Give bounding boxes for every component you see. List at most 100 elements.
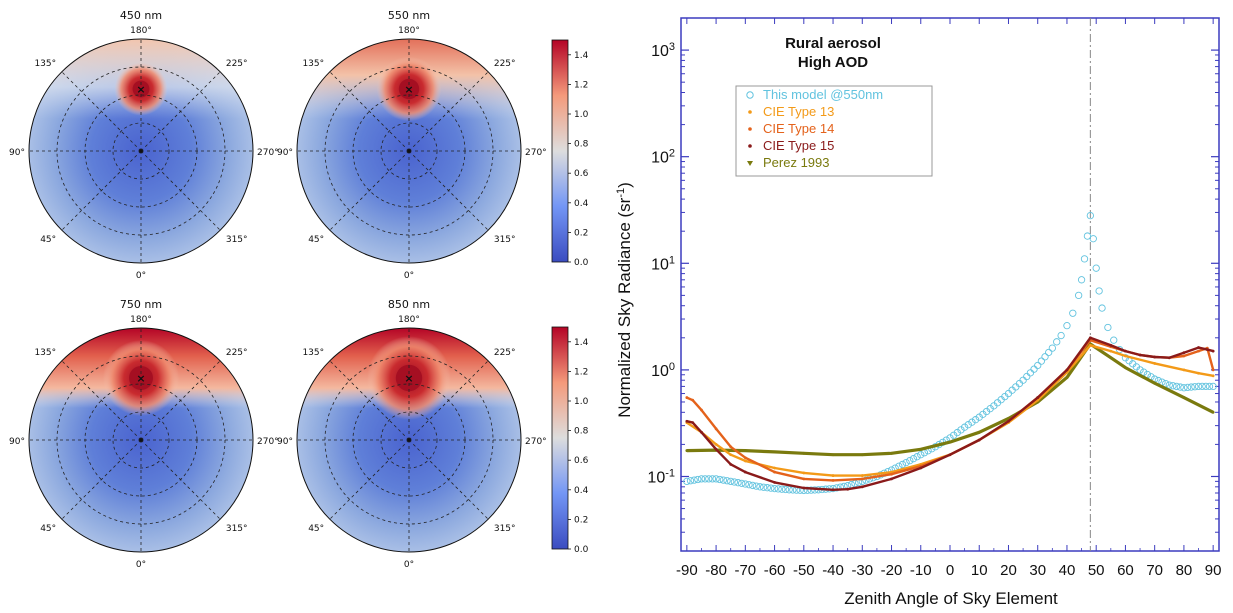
data-point bbox=[1165, 381, 1173, 389]
x-tick-label: 30 bbox=[1029, 562, 1046, 579]
data-point bbox=[727, 477, 735, 486]
polar-grid-spoke bbox=[408, 439, 489, 520]
data-point bbox=[1089, 235, 1097, 243]
legend-marker bbox=[748, 144, 752, 148]
data-point bbox=[743, 459, 747, 463]
legend-marker bbox=[748, 110, 752, 114]
data-point bbox=[860, 453, 864, 457]
data-point bbox=[685, 449, 689, 452]
colorbar-gradient bbox=[551, 39, 569, 263]
data-point bbox=[1205, 382, 1214, 391]
x-tick-label: -60 bbox=[764, 562, 786, 579]
data-point bbox=[977, 438, 981, 442]
colorbar-tick-label: 1.0 bbox=[574, 397, 589, 407]
y-axis-label-superscript: -1 bbox=[615, 188, 627, 198]
data-point bbox=[752, 482, 760, 490]
polar-angle-label: 90° bbox=[9, 437, 25, 447]
data-point bbox=[1182, 396, 1186, 399]
y-tick-label: 10-1 bbox=[647, 467, 675, 486]
legend-marker bbox=[746, 91, 754, 99]
data-point bbox=[1182, 351, 1186, 355]
data-point bbox=[741, 480, 749, 488]
polar-grid-spoke bbox=[408, 71, 489, 152]
data-point bbox=[1041, 353, 1049, 361]
polar-grid-spoke bbox=[61, 71, 142, 152]
data-point bbox=[1124, 349, 1127, 353]
data-point bbox=[802, 486, 806, 490]
x-axis-label: Zenith Angle of Sky Element bbox=[844, 589, 1058, 608]
data-point bbox=[1065, 368, 1069, 372]
polar-angle-label: 0° bbox=[136, 271, 146, 281]
data-point bbox=[953, 428, 961, 437]
data-point bbox=[774, 485, 782, 493]
data-point bbox=[1194, 382, 1203, 391]
data-point bbox=[686, 477, 695, 485]
data-point bbox=[831, 478, 835, 482]
x-tick-label: -70 bbox=[734, 562, 756, 579]
polar-grid-spoke bbox=[140, 360, 221, 441]
data-point bbox=[767, 484, 775, 492]
data-point bbox=[831, 453, 835, 457]
colorbar-tick-label: 0.2 bbox=[574, 515, 588, 525]
data-point bbox=[1180, 384, 1188, 392]
colorbar-tick-label: 0.6 bbox=[574, 169, 589, 179]
sky-radiance-line-chart: Normalized Sky Radiance (sr-1) Zenith An… bbox=[615, 17, 1221, 608]
data-point bbox=[1211, 368, 1215, 372]
polar-angle-label: 45° bbox=[308, 235, 324, 245]
zenith-marker bbox=[139, 149, 143, 153]
data-point bbox=[1198, 382, 1206, 391]
data-point bbox=[1092, 264, 1100, 272]
x-tick-label: 20 bbox=[1000, 562, 1017, 579]
data-point bbox=[738, 479, 746, 488]
polar-grid-spoke bbox=[408, 360, 489, 441]
data-point bbox=[1095, 287, 1103, 295]
x-tick-label: 0 bbox=[946, 562, 954, 579]
legend-label: This model @550nm bbox=[763, 87, 883, 102]
data-point bbox=[1183, 383, 1192, 392]
data-point bbox=[1045, 348, 1053, 357]
data-point bbox=[773, 450, 776, 454]
data-point bbox=[773, 470, 776, 474]
data-point bbox=[763, 484, 771, 492]
polar-angle-label: 270° bbox=[257, 148, 279, 158]
data-point bbox=[1098, 304, 1106, 312]
data-point bbox=[1063, 322, 1071, 330]
data-point bbox=[1104, 323, 1112, 332]
data-point bbox=[691, 421, 695, 425]
data-point bbox=[714, 427, 718, 431]
legend-label: CIE Type 15 bbox=[763, 138, 834, 153]
series-cie-type-15 bbox=[685, 336, 1215, 492]
data-point bbox=[1197, 346, 1200, 349]
data-point bbox=[734, 479, 742, 487]
y-tick-label: 103 bbox=[651, 41, 675, 60]
colorbar-tick-label: 0.0 bbox=[574, 545, 589, 555]
colorbar-tick-label: 1.4 bbox=[574, 51, 589, 61]
data-point bbox=[1169, 382, 1177, 390]
data-point bbox=[919, 447, 923, 451]
data-point bbox=[1048, 344, 1056, 352]
sun-position-marker: × bbox=[136, 83, 145, 96]
polar-outline bbox=[296, 38, 522, 264]
polar-grid-ring bbox=[380, 411, 438, 469]
sun-position-marker: × bbox=[404, 83, 413, 96]
colorbar-tick-label: 1.4 bbox=[574, 338, 589, 348]
data-point bbox=[807, 486, 815, 494]
polar-grid-spoke bbox=[329, 360, 410, 441]
polar-angle-label: 315° bbox=[494, 524, 516, 534]
data-point bbox=[960, 423, 969, 431]
data-point bbox=[1065, 376, 1069, 379]
x-tick-label: -50 bbox=[793, 562, 815, 579]
polar-grid-spoke bbox=[408, 150, 489, 231]
data-point bbox=[770, 484, 779, 493]
colorbar-gradient bbox=[551, 326, 569, 550]
data-point bbox=[685, 419, 689, 423]
polar-angle-label: 90° bbox=[9, 148, 25, 158]
data-point bbox=[683, 477, 691, 486]
polar-angle-label: 45° bbox=[40, 524, 56, 534]
data-point bbox=[716, 475, 724, 484]
data-point bbox=[957, 426, 965, 434]
data-point bbox=[1077, 276, 1086, 284]
data-point bbox=[691, 398, 695, 402]
x-tick-label: 60 bbox=[1117, 562, 1134, 579]
y-tick-label: 101 bbox=[651, 254, 675, 273]
